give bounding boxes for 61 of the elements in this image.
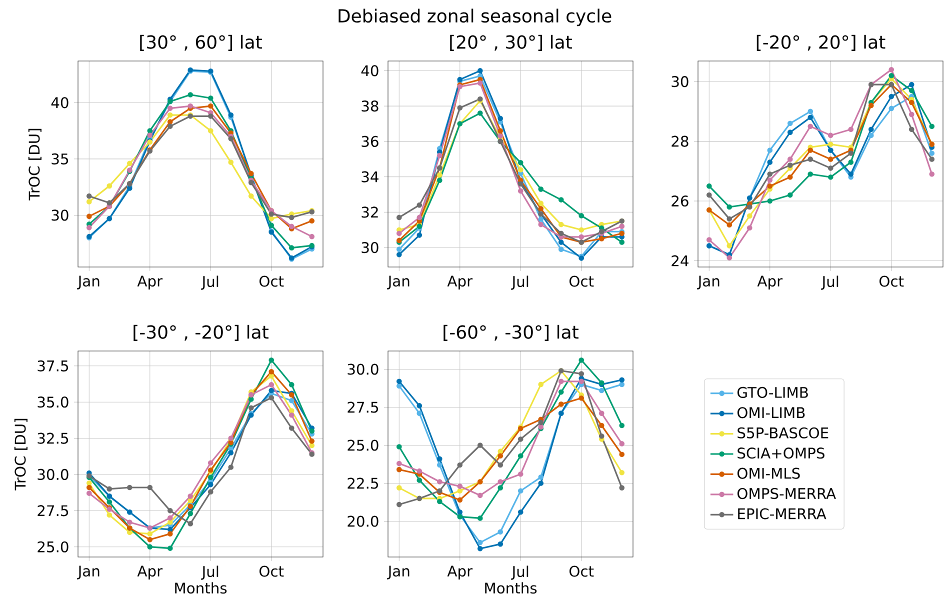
text: Debiased zonal seasonal cycle — [338, 8, 612, 26]
y-tick-label: 36 — [362, 136, 378, 147]
y-tick-label: 40 — [51, 97, 68, 108]
y-tick-label: 34 — [362, 171, 378, 182]
x-tick-label: Apr — [757, 276, 783, 290]
y-tick-label: 27.5 — [38, 505, 68, 516]
y-tick-label: 30 — [362, 242, 378, 254]
x-tick-label: Jul — [511, 566, 528, 580]
x-tick-label: Jul — [201, 566, 218, 580]
y-tick-label: 28 — [672, 136, 688, 147]
x-tick-label: Oct — [570, 276, 594, 287]
y-tick-label: 22.5 — [348, 478, 378, 489]
chart-title: [30° , 60°] lat — [140, 34, 262, 51]
x-axis-title: Months — [485, 582, 537, 594]
legend-label: EPIC-MERRA — [738, 508, 826, 520]
x-tick-label: Jul — [821, 276, 838, 290]
y-tick-label: 25.0 — [38, 541, 68, 552]
chart-title: [-60° , -30°] lat — [444, 324, 578, 341]
x-tick-label: Oct — [260, 276, 284, 287]
x-tick-label: Oct — [570, 566, 594, 577]
y-tick-label: 35.0 — [38, 396, 68, 408]
legend-label: S5P-BASCOE — [738, 427, 828, 438]
y-axis-title: TrOC [DU] — [14, 418, 28, 490]
y-tick-label: 30.0 — [348, 364, 378, 375]
y-axis-title: TrOC [DU] — [28, 128, 42, 200]
y-tick-label: 30 — [672, 76, 688, 88]
x-tick-label: Jan — [387, 276, 410, 290]
x-tick-label: Jan — [387, 566, 410, 580]
chart-title: [20° , 30°] lat — [450, 34, 572, 51]
x-tick-label: Apr — [447, 566, 473, 580]
legend-label: SCIA+OMPS — [738, 448, 824, 459]
x-tick-label: Apr — [137, 276, 163, 290]
x-tick-label: Oct — [880, 276, 904, 287]
x-tick-label: Apr — [447, 276, 473, 290]
y-tick-label: 38 — [362, 100, 378, 112]
x-tick-label: Jan — [77, 566, 100, 580]
y-tick-label: 30.0 — [38, 468, 68, 480]
x-tick-label: Jul — [201, 276, 218, 290]
y-tick-label: 30 — [52, 210, 68, 221]
y-tick-label: 27.5 — [348, 402, 378, 413]
chart-title: [-20° , 20°] lat — [756, 34, 886, 51]
y-tick-label: 26 — [672, 195, 688, 207]
x-tick-label: Oct — [260, 566, 284, 577]
x-tick-label: Jan — [77, 276, 100, 290]
y-tick-label: 24 — [672, 255, 688, 266]
legend-label: OMI-MLS — [737, 468, 800, 479]
y-tick-label: 32 — [362, 206, 378, 218]
x-tick-label: Apr — [137, 566, 163, 580]
legend-label: OMI-LIMB — [737, 407, 805, 418]
y-tick-label: 35 — [52, 153, 68, 164]
legend-label: OMPS-MERRA — [737, 488, 836, 500]
x-axis-title: Months — [175, 582, 227, 594]
x-tick-label: Jan — [697, 276, 720, 290]
y-tick-label: 40 — [361, 65, 378, 76]
legend-label: GTO-LIMB — [737, 386, 808, 398]
x-tick-label: Jul — [511, 276, 528, 290]
y-tick-label: 20.0 — [348, 516, 378, 527]
y-tick-label: 32.5 — [38, 432, 68, 444]
y-tick-label: 25.0 — [348, 440, 378, 451]
y-tick-label: 37.5 — [38, 360, 68, 372]
chart-title: [-30° , -20°] lat — [134, 324, 268, 341]
